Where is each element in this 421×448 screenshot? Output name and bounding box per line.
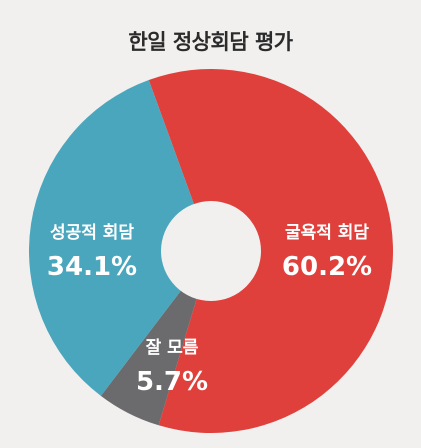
slice-value-label-2: 5.7%: [136, 367, 208, 397]
pie-slice-2: [100, 251, 211, 426]
pie-slice-3: [29, 79, 212, 396]
donut-hole: [161, 201, 261, 301]
chart-title: 한일 정상회담 평가: [128, 30, 293, 54]
slice-label-1: 굴욕적 회담: [285, 223, 369, 243]
slice-label-2: 잘 모름: [146, 337, 199, 358]
slice-value-label-1: 60.2%: [282, 252, 372, 282]
pie-slice-1: [148, 69, 394, 434]
slice-value-label-3: 34.1%: [47, 252, 137, 282]
slice-label-3: 성공적 회담: [50, 223, 134, 243]
